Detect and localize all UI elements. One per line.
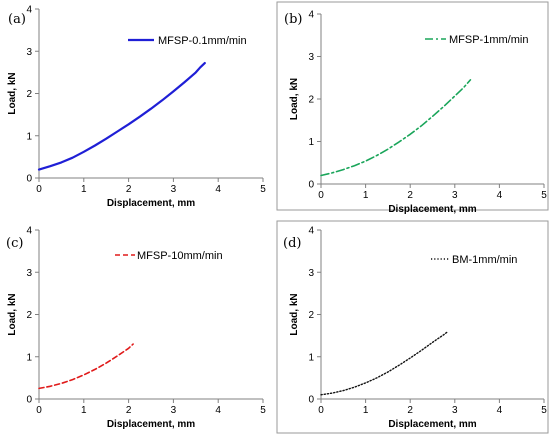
panel-label: (d) [283, 236, 301, 251]
x-tick-label: 5 [541, 405, 547, 416]
x-tick-label: 4 [497, 190, 503, 201]
x-tick-label: 3 [452, 405, 458, 416]
y-tick-label: 1 [308, 137, 314, 148]
y-tick-label: 0 [308, 395, 314, 406]
x-tick-label: 2 [407, 405, 413, 416]
y-axis-title: Load, kN [289, 293, 300, 335]
x-tick-label: 1 [363, 190, 369, 201]
x-tick-label: 2 [126, 405, 132, 416]
panel-frame [276, 220, 549, 434]
y-tick-label: 2 [26, 310, 32, 321]
panel-label: (a) [8, 12, 26, 27]
chart-panel: 0 1 2 3 4 5 0 1 2 3 4 Displacement, mm Load, kN (c) MF… [6, 226, 266, 431]
x-tick-label: 5 [260, 405, 266, 416]
chart-panel: 0 1 2 3 4 5 0 1 2 3 4 Displacement, mm Load, kN (d) BM… [276, 220, 549, 434]
legend-label: MFSP-1mm/min [449, 34, 528, 46]
y-tick-label: 2 [308, 310, 314, 321]
series-line [320, 79, 472, 177]
y-tick-label: 3 [26, 268, 32, 279]
y-tick-label: 4 [308, 226, 314, 237]
x-axis-title: Displacement, mm [107, 419, 195, 430]
legend-label: MFSP-10mm/min [137, 250, 223, 262]
x-tick-label: 0 [36, 184, 42, 195]
series-line [38, 343, 134, 390]
x-axis-title: Displacement, mm [107, 198, 195, 209]
chart-panel: 0 1 2 3 4 5 0 1 2 3 4 Displacement, mm Load, kN (b) MF… [276, 1, 549, 215]
legend-label: BM-1mm/min [452, 254, 517, 266]
y-tick-label: 0 [308, 180, 314, 191]
x-tick-label: 4 [497, 405, 503, 416]
y-axis-title: Load, kN [7, 293, 18, 335]
y-tick-label: 4 [308, 10, 314, 21]
y-tick-label: 2 [308, 95, 314, 106]
x-tick-label: 1 [363, 405, 369, 416]
x-tick-label: 3 [171, 184, 177, 195]
x-tick-label: 0 [318, 190, 324, 201]
x-tick-label: 2 [126, 184, 132, 195]
legend-label: MFSP-0.1mm/min [158, 35, 247, 47]
chart-panel: 0 1 2 3 4 5 0 1 2 3 4 Displacement, mm Load, kN (a) MF… [7, 5, 266, 210]
x-axis-title: Displacement, mm [388, 419, 476, 430]
x-tick-label: 4 [215, 405, 221, 416]
y-tick-label: 1 [308, 352, 314, 363]
panel-frame [276, 1, 549, 211]
x-tick-label: 2 [407, 190, 413, 201]
x-tick-label: 1 [81, 184, 87, 195]
y-tick-label: 3 [308, 52, 314, 63]
x-axis-title: Displacement, mm [388, 204, 476, 215]
x-tick-label: 0 [318, 405, 324, 416]
y-tick-label: 4 [26, 226, 32, 237]
y-axis-title: Load, kN [7, 72, 18, 114]
x-tick-label: 1 [81, 405, 87, 416]
x-tick-label: 3 [452, 190, 458, 201]
x-tick-label: 5 [541, 190, 547, 201]
y-tick-label: 3 [308, 268, 314, 279]
y-tick-label: 1 [26, 352, 32, 363]
y-tick-label: 4 [26, 5, 32, 16]
y-tick-label: 3 [26, 47, 32, 58]
series-line [37, 62, 206, 171]
y-tick-label: 0 [26, 395, 32, 406]
x-tick-label: 5 [260, 184, 266, 195]
y-tick-label: 1 [26, 131, 32, 142]
x-tick-label: 3 [171, 405, 177, 416]
panel-label: (b) [284, 12, 302, 27]
x-tick-label: 0 [36, 405, 42, 416]
y-axis-title: Load, kN [289, 78, 300, 120]
y-tick-label: 2 [26, 89, 32, 100]
y-tick-label: 0 [26, 174, 32, 185]
series-line [320, 330, 449, 396]
panel-label: (c) [6, 236, 23, 251]
x-tick-label: 4 [215, 184, 221, 195]
